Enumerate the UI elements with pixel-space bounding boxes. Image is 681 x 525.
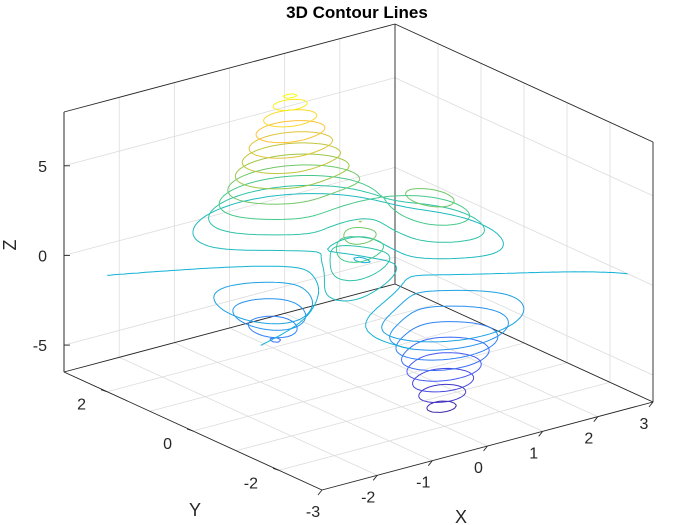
contour-line xyxy=(272,98,308,111)
y-tick-mark xyxy=(100,389,108,393)
contour-line xyxy=(192,193,504,302)
chart-title: 3D Contour Lines xyxy=(286,3,428,22)
contour-line xyxy=(248,131,334,159)
grid-line-wall-z xyxy=(63,77,396,167)
x-tick-label: -1 xyxy=(416,475,430,492)
axes-box-edge xyxy=(63,283,396,373)
y-tick-label: 2 xyxy=(77,397,86,414)
contour-line xyxy=(227,164,455,245)
x-tick-label: -3 xyxy=(306,504,320,521)
y-tick-label: 0 xyxy=(163,436,172,453)
x-tick-mark xyxy=(427,460,433,466)
x-tick-mark xyxy=(648,401,654,408)
contour-line xyxy=(412,367,475,393)
z-tick-label: -5 xyxy=(33,338,47,355)
grid-line-wall-z xyxy=(394,167,654,286)
z-tick-label: 5 xyxy=(38,159,47,176)
x-tick-label: 1 xyxy=(529,445,538,462)
x-axis-label: X xyxy=(455,507,467,525)
grid-line-floor-y xyxy=(192,342,525,432)
z-tick-label: 0 xyxy=(38,248,47,265)
x-tick-label: -2 xyxy=(361,489,375,506)
grid-line-wall-z xyxy=(394,256,654,376)
contour-line xyxy=(255,120,326,144)
contour-line xyxy=(208,184,485,282)
contour-line xyxy=(107,256,628,350)
tick-labels: -3 -2 -1 0 1 2 3 -2 0 2 -5 0 5 xyxy=(33,159,649,521)
grid-line-floor-y xyxy=(278,381,611,471)
contour-line xyxy=(418,383,467,403)
contour-line xyxy=(218,175,471,263)
contour-line xyxy=(263,109,318,128)
contour-lines xyxy=(107,93,628,413)
grid-line-floor-y xyxy=(149,322,482,412)
contour-line xyxy=(269,336,490,371)
x-tick-mark xyxy=(317,489,323,496)
x-tick-label: 2 xyxy=(584,431,593,448)
contour-line xyxy=(247,315,499,361)
contour-line xyxy=(232,298,509,351)
grid-line-wall-z xyxy=(394,77,654,197)
x-tick-label: 0 xyxy=(474,460,483,477)
contour-line xyxy=(241,142,341,175)
y-tick-mark xyxy=(186,428,194,432)
axes-box-back xyxy=(63,23,654,403)
grid-line-wall-z xyxy=(63,167,396,256)
x-tick-mark xyxy=(372,475,378,481)
y-axis-label: Y xyxy=(189,500,201,520)
axes-box-front xyxy=(63,112,654,496)
x-tick-mark xyxy=(538,431,544,437)
axes-box-edge xyxy=(63,23,396,113)
contour-line xyxy=(234,153,362,223)
x-tick-mark xyxy=(593,416,599,422)
grid-line-floor-y xyxy=(235,362,568,452)
axes-box-edge xyxy=(394,23,654,143)
z-axis-label: Z xyxy=(0,240,20,251)
y-tick-label: -2 xyxy=(244,475,258,492)
y-tick-mark xyxy=(272,467,280,471)
grid-line-wall-z xyxy=(63,256,396,346)
axes-box-edge xyxy=(394,283,654,403)
contour-line xyxy=(426,400,457,413)
grid-line-floor-y xyxy=(106,303,439,393)
contour-line xyxy=(213,281,525,343)
x-tick-label: 3 xyxy=(640,416,649,433)
contour-line xyxy=(282,93,298,99)
x-tick-mark xyxy=(483,445,488,452)
